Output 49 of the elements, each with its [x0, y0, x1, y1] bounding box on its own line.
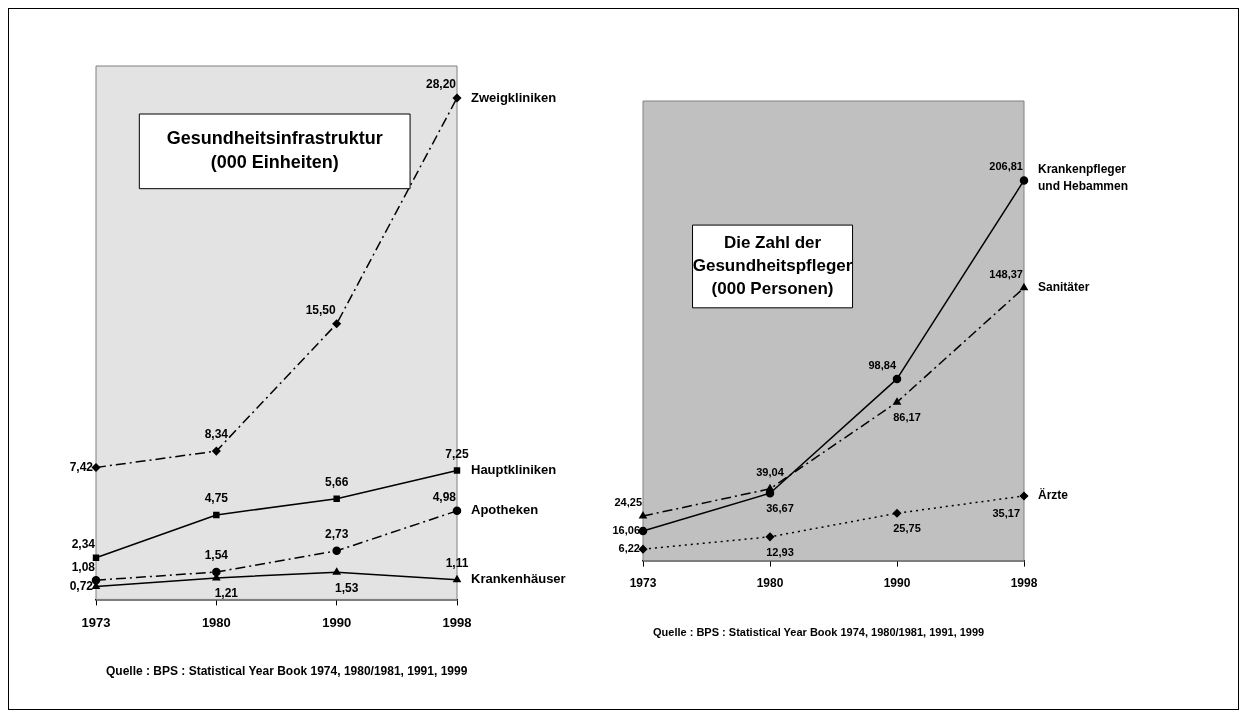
data-label: 98,84 — [868, 358, 897, 371]
data-label: 12,93 — [766, 545, 794, 558]
x-tick-label: 1973 — [81, 614, 111, 630]
data-label: 1,21 — [214, 586, 239, 601]
series-label: Hauptkliniken — [471, 462, 557, 478]
data-label: 1,53 — [334, 580, 359, 595]
data-label: 39,04 — [756, 465, 785, 478]
data-label: 16,06 — [612, 524, 640, 537]
series-label: Sanitäter — [1038, 280, 1090, 295]
series-label: Zweigkliniken — [471, 89, 557, 105]
data-label: 148,37 — [989, 267, 1023, 280]
x-tick-label: 1998 — [442, 614, 472, 630]
data-label: 206,81 — [989, 160, 1023, 173]
data-label: 5,66 — [324, 475, 349, 490]
data-label: 35,17 — [992, 506, 1020, 519]
x-tick-label: 1980 — [201, 614, 231, 630]
data-label: 2,73 — [324, 527, 349, 542]
x-tick-label: 1998 — [1010, 576, 1038, 591]
series-label: Krankenhäuser — [471, 571, 566, 587]
data-label: 28,20 — [425, 77, 457, 92]
text: (000 Personen) — [711, 279, 834, 299]
source-note: Quelle : BPS : Statistical Year Book 1974, 1980/1981, 1991, 1999 — [653, 625, 985, 638]
data-label: 2,34 — [71, 537, 96, 552]
x-tick-label: 1973 — [629, 576, 657, 591]
text: Gesundheitsinfrastruktur — [166, 128, 383, 149]
text: Die Zahl der Gesundheitspfleger — [692, 233, 853, 276]
data-label: 24,25 — [614, 496, 642, 509]
data-label: 8,34 — [204, 427, 229, 442]
data-label: 0,72 — [69, 578, 94, 593]
series-label: Ärzte — [1038, 487, 1069, 503]
text: (000 Einheiten) — [210, 152, 339, 173]
data-label: 1,11 — [445, 555, 469, 570]
series-label: Krankenpfleger und Hebammen — [1038, 162, 1129, 194]
x-tick-label: 1980 — [756, 576, 784, 591]
data-label: 1,08 — [71, 559, 96, 574]
source-note: Quelle : BPS : Statistical Year Book 1974, 1980/1981, 1991, 1999 — [106, 664, 468, 679]
data-label: 4,98 — [432, 490, 457, 505]
series-label: Apotheken — [471, 502, 539, 518]
data-label: 4,75 — [204, 491, 229, 506]
data-label: 7,25 — [445, 446, 469, 461]
data-label: 86,17 — [893, 411, 921, 424]
data-label: 6,22 — [618, 542, 640, 555]
x-tick-label: 1990 — [883, 576, 911, 591]
data-label: 25,75 — [893, 522, 921, 535]
data-label: 36,67 — [766, 502, 794, 515]
data-label: 1,54 — [204, 548, 229, 563]
x-tick-label: 1990 — [322, 614, 352, 630]
data-label: 7,42 — [69, 459, 94, 474]
data-label: 15,50 — [305, 303, 336, 318]
